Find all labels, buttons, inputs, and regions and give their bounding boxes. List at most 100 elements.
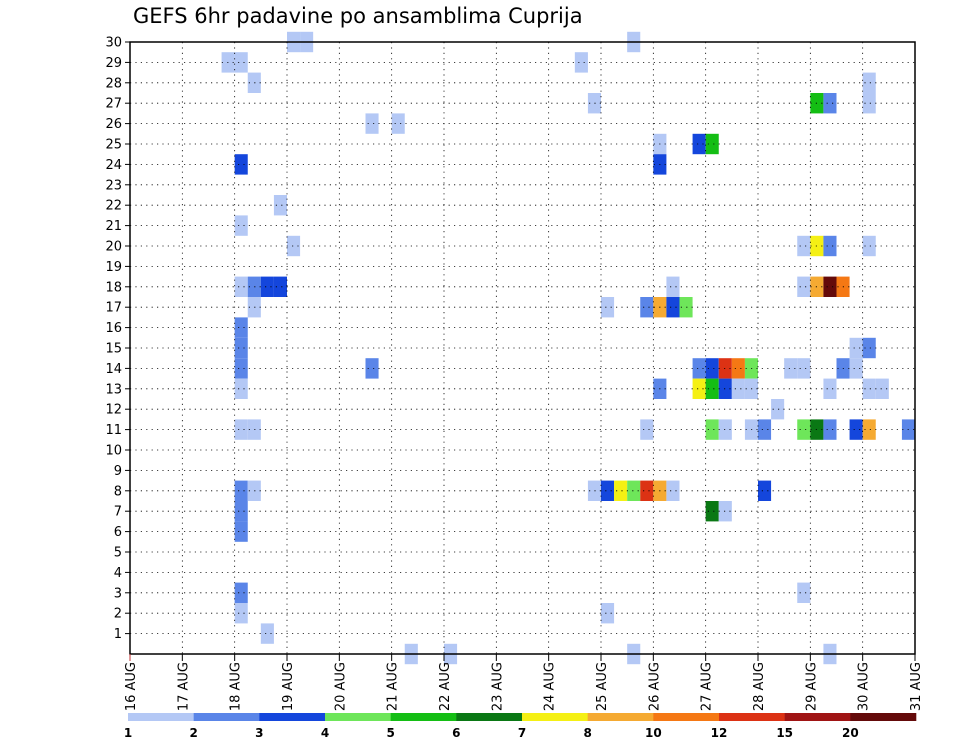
colorbar-label: 1	[124, 726, 132, 740]
heatmap-cell	[862, 378, 876, 399]
heatmap-cell	[666, 276, 680, 297]
heatmap-cell	[692, 358, 706, 379]
colorbar-label: 3	[255, 726, 263, 740]
x-tick-label: 28 AUG	[752, 662, 767, 711]
heatmap-cell	[875, 378, 889, 399]
heatmap-cell	[234, 358, 248, 379]
x-tick-label: 25 AUG	[595, 662, 610, 711]
heatmap-cell	[718, 419, 732, 440]
colorbar-label: 5	[386, 726, 394, 740]
heatmap-cell	[797, 235, 811, 257]
y-tick-label: 3	[114, 586, 122, 601]
x-tick-label: 26 AUG	[647, 662, 662, 711]
heatmap-cell	[601, 603, 615, 624]
x-tick-label: 21 AUG	[386, 662, 401, 711]
heatmap-cell	[234, 317, 248, 338]
colorbar-label: 2	[189, 726, 197, 740]
heatmap-cell	[692, 378, 706, 399]
heatmap-cell	[666, 480, 680, 501]
heatmap-cell	[862, 72, 876, 93]
y-tick-label: 12	[105, 403, 122, 418]
x-tick-label: 19 AUG	[281, 662, 296, 711]
heatmap-cell	[849, 337, 863, 359]
heatmap-cell	[640, 297, 654, 318]
y-tick-label: 1	[114, 627, 122, 642]
heatmap-cell	[365, 358, 379, 379]
y-tick-label: 15	[105, 342, 122, 357]
colorbar-label: 7	[518, 726, 526, 740]
x-tick-label: 30 AUG	[857, 662, 872, 711]
y-tick-label: 19	[105, 260, 122, 275]
heatmap-cell	[234, 215, 248, 236]
y-tick-label: 16	[105, 321, 122, 336]
x-tick-label: 16 AUG	[124, 662, 139, 711]
heatmap-cell	[823, 378, 837, 399]
heatmap-cell	[784, 358, 798, 379]
heatmap-cell	[273, 195, 287, 216]
y-tick-label: 27	[105, 97, 122, 112]
heatmap-cell	[758, 419, 772, 440]
heatmap-cell	[234, 480, 248, 501]
heatmap-cell	[640, 480, 654, 501]
colorbar-segment	[325, 713, 391, 721]
heatmap-cell	[823, 419, 837, 440]
heatmap-cell	[234, 276, 248, 297]
heatmap-cell	[771, 399, 785, 420]
heatmap-cell	[823, 235, 837, 257]
heatmap-cell	[758, 480, 772, 501]
colorbar-segment	[456, 713, 523, 721]
heatmap-cell	[862, 419, 876, 440]
heatmap-cell	[234, 378, 248, 399]
heatmap-cell	[273, 276, 287, 297]
y-tick-label: 21	[105, 219, 122, 234]
heatmap-cell	[731, 378, 745, 399]
y-tick-label: 25	[105, 138, 122, 153]
x-tick-label: 24 AUG	[543, 662, 558, 711]
y-tick-label: 13	[105, 382, 122, 397]
colorbar-label: 20	[842, 726, 859, 740]
colorbar-segment	[653, 713, 720, 721]
heatmap-cell	[718, 501, 732, 522]
y-tick-label: 28	[105, 76, 122, 91]
heatmap-cell	[234, 52, 248, 73]
y-tick-label: 26	[105, 117, 122, 132]
chart-title: GEFS 6hr padavine po ansamblima Cuprija	[133, 4, 583, 28]
heatmap-cell	[391, 113, 405, 134]
heatmap-cell	[705, 419, 719, 440]
colorbar-label: 8	[583, 726, 591, 740]
y-tick-label: 10	[105, 444, 122, 459]
heatmap-cell	[260, 623, 274, 644]
heatmap-cell	[234, 521, 248, 542]
y-tick-label: 23	[105, 178, 122, 193]
heatmap-cell	[797, 276, 811, 297]
heatmap-cell	[797, 419, 811, 440]
y-tick-label: 7	[114, 505, 122, 520]
y-tick-label: 18	[105, 280, 122, 295]
heatmap-cell	[862, 337, 876, 359]
grid-layer	[130, 41, 915, 654]
y-tick-label: 17	[105, 301, 122, 316]
heatmap-cell	[574, 52, 588, 73]
heatmap-cell	[692, 133, 706, 155]
heatmap-cell	[705, 378, 719, 399]
heatmap-cell	[365, 113, 379, 134]
heatmap-cell	[705, 501, 719, 522]
heatmap-cell	[797, 582, 811, 603]
heatmap-cell	[718, 358, 732, 379]
heatmap-cell	[234, 603, 248, 624]
colorbar-segment	[193, 713, 260, 721]
y-axis: 1234567891011121314151617181920212223242…	[105, 36, 130, 642]
y-tick-label: 11	[105, 423, 122, 438]
heatmap-cell	[666, 297, 680, 318]
colorbar-segment	[259, 713, 326, 721]
colorbar-segment	[587, 713, 654, 721]
heatmap-cell	[601, 480, 615, 501]
y-tick-label: 30	[105, 36, 122, 51]
heatmap-cell	[849, 358, 863, 379]
y-tick-label: 4	[114, 566, 122, 581]
x-axis: 16 AUG 17 AUG 18 AUG 19 AUG 20 AUG 21 AUG 22 A…	[124, 654, 924, 711]
heatmap-cell	[731, 358, 745, 379]
heatmap-cell	[718, 378, 732, 399]
heatmap-cell	[823, 93, 837, 114]
x-tick-label: 27 AUG	[700, 662, 715, 711]
